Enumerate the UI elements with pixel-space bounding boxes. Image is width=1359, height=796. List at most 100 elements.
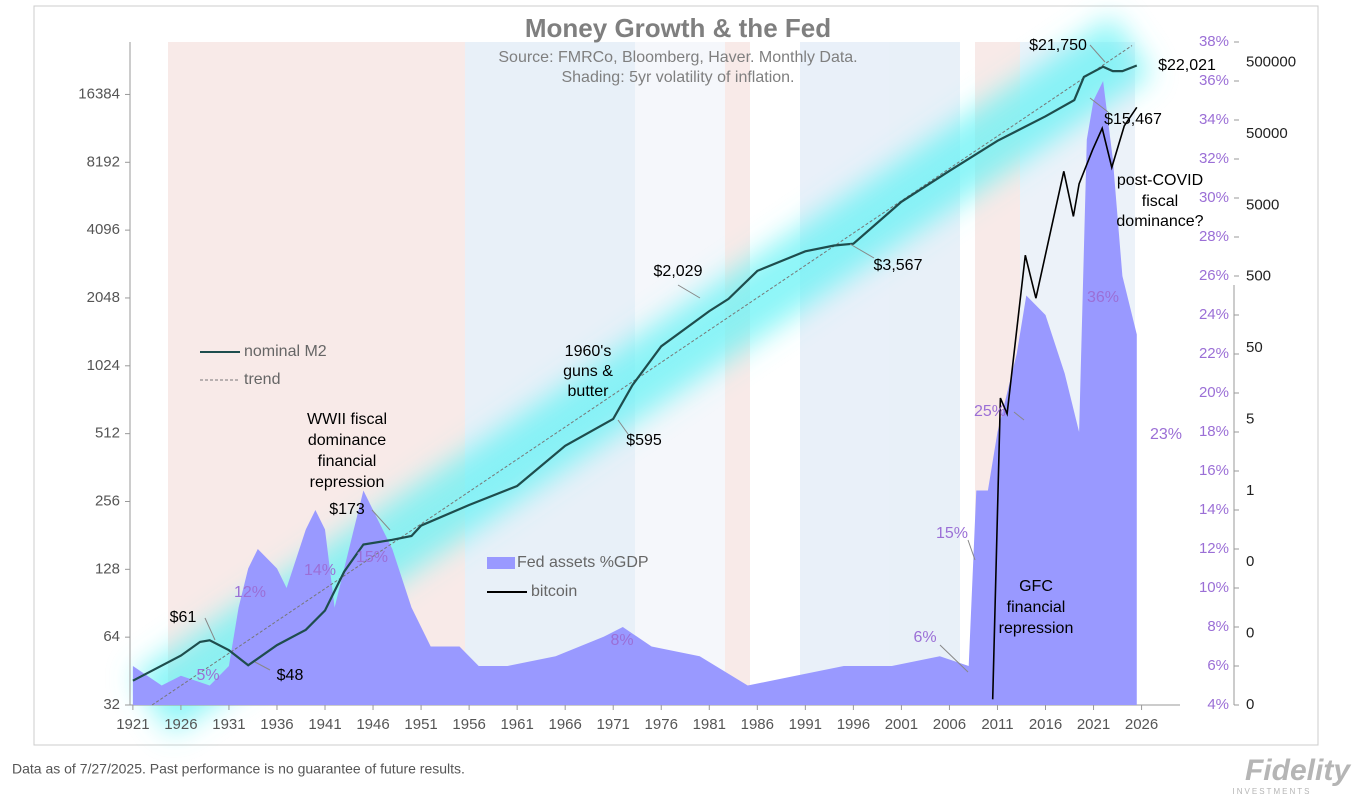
- annotation: $2,029: [654, 263, 703, 280]
- x-tick-label: 2006: [933, 716, 966, 733]
- y2-tick-label: 20%: [1199, 384, 1229, 401]
- annotation: financial: [318, 453, 377, 470]
- y3-tick-label: 1: [1246, 482, 1254, 499]
- annotation: repression: [999, 620, 1074, 637]
- y2-tick-label: 30%: [1199, 189, 1229, 206]
- subtitle: Source: FMRCo, Bloomberg, Haver. Monthly…: [498, 49, 857, 66]
- y2-tick-label: 22%: [1199, 345, 1229, 362]
- x-tick-label: 1946: [356, 716, 389, 733]
- y3-tick-label: 500000: [1246, 54, 1296, 71]
- area: [132, 81, 1137, 705]
- y3-tick-label: 5000: [1246, 196, 1279, 213]
- leader-line: [1013, 411, 1025, 421]
- y2-tick-label: 18%: [1199, 423, 1229, 440]
- x-tick-label: 1996: [837, 716, 870, 733]
- line: [991, 106, 1138, 700]
- annotation: guns &: [563, 363, 613, 380]
- y3-tick-label: 500: [1246, 268, 1271, 285]
- annotation: 15%: [356, 549, 388, 566]
- annotation: GFC: [1019, 578, 1053, 595]
- x-tick-label: 2026: [1125, 716, 1158, 733]
- y3-tick-label: 50000: [1246, 125, 1288, 142]
- annotation: 8%: [610, 632, 633, 649]
- y2-tick-label: 14%: [1199, 501, 1229, 518]
- chart-title: Money Growth & the Fed: [525, 13, 831, 43]
- leader-line: [371, 509, 391, 531]
- annotation: 36%: [1087, 289, 1119, 306]
- x-tick-label: 2021: [1077, 716, 1110, 733]
- x-tick-label: 1931: [212, 716, 245, 733]
- y3-tick-label: 0: [1246, 553, 1254, 570]
- y2-tick-label: 10%: [1199, 579, 1229, 596]
- leader-line: [939, 644, 969, 673]
- x-tick-label: 1941: [308, 716, 341, 733]
- y3-tick-label: 0: [1246, 696, 1254, 713]
- y2-tick-label: 36%: [1199, 72, 1229, 89]
- legend-label: bitcoin: [531, 583, 577, 600]
- y2-tick-label: 16%: [1199, 462, 1229, 479]
- y2-tick-label: 12%: [1199, 540, 1229, 557]
- x-tick-label: 1956: [452, 716, 485, 733]
- leader-line: [1089, 44, 1106, 63]
- y-tick-label: 2048: [87, 289, 120, 306]
- y2-tick-label: 34%: [1199, 111, 1229, 128]
- legend-label: trend: [244, 371, 280, 388]
- annotation: 1960's: [565, 343, 612, 360]
- y2-tick-label: 28%: [1199, 228, 1229, 245]
- y3-tick-label: 50: [1246, 339, 1263, 356]
- x-tick-label: 1926: [164, 716, 197, 733]
- x-tick-label: 1971: [597, 716, 630, 733]
- annotation: butter: [568, 383, 610, 400]
- y2-tick-label: 38%: [1199, 33, 1229, 50]
- annotation: $3,567: [874, 257, 923, 274]
- y2-tick-label: 32%: [1199, 150, 1229, 167]
- legend-swatch: [487, 557, 515, 569]
- y-tick-label: 128: [95, 560, 120, 577]
- y2-tick-label: 8%: [1207, 618, 1229, 635]
- y-tick-label: 16384: [78, 85, 120, 102]
- y-tick-label: 1024: [87, 357, 120, 374]
- y3-tick-label: 5: [1246, 410, 1254, 427]
- y-tick-label: 512: [95, 425, 120, 442]
- annotation: 6%: [913, 629, 936, 646]
- y2-tick-label: 26%: [1199, 267, 1229, 284]
- legend-label: Fed assets %GDP: [517, 554, 649, 571]
- x-tick-label: 1976: [645, 716, 678, 733]
- legend-label: nominal M2: [244, 343, 327, 360]
- y-tick-label: 32: [103, 696, 120, 713]
- leader-line: [254, 661, 271, 671]
- annotation: repression: [310, 474, 385, 491]
- leader-line: [1089, 97, 1109, 113]
- trend-line: [151, 45, 1133, 706]
- x-tick-label: 1986: [741, 716, 774, 733]
- leader-line: [677, 284, 701, 299]
- y2-tick-label: 24%: [1199, 306, 1229, 323]
- annotation: $15,467: [1104, 111, 1162, 128]
- annotation: dominance: [308, 432, 386, 449]
- x-tick-label: 2011: [981, 716, 1013, 733]
- annotation: 12%: [234, 584, 266, 601]
- x-tick-label: 2016: [1029, 716, 1062, 733]
- annotation: $61: [170, 609, 197, 626]
- annotation: 14%: [304, 562, 336, 579]
- annotation: 23%: [1150, 426, 1182, 443]
- annotation: post-COVID: [1117, 172, 1203, 189]
- leader-line: [204, 617, 216, 641]
- leader-line: [617, 419, 629, 435]
- footnote: Data as of 7/27/2025. Past performance i…: [12, 761, 465, 777]
- x-tick-label: 1966: [548, 716, 581, 733]
- x-tick-label: 1921: [116, 716, 149, 733]
- logo-sub: INVESTMENTS: [1233, 787, 1312, 796]
- y2-tick-label: 6%: [1207, 657, 1229, 674]
- y2-tick-label: 4%: [1207, 696, 1229, 713]
- x-tick-label: 1961: [500, 716, 533, 733]
- annotation: $48: [277, 667, 304, 684]
- annotation: financial: [1007, 599, 1066, 616]
- annotation: $22,021: [1158, 57, 1216, 74]
- annotation: 25%: [974, 403, 1006, 420]
- x-tick-label: 1991: [789, 716, 822, 733]
- annotation: 5%: [196, 667, 219, 684]
- x-tick-label: 1951: [404, 716, 437, 733]
- leader-line: [967, 539, 976, 561]
